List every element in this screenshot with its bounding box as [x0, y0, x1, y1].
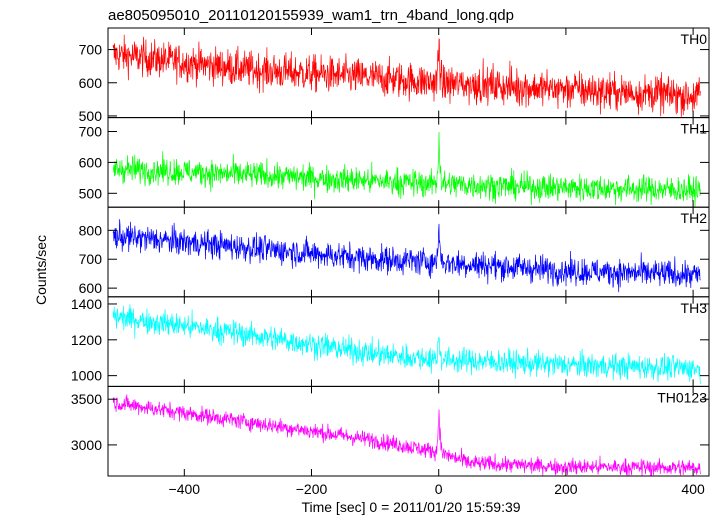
y-tick-label: 1200 [71, 332, 102, 348]
panel-label-th3: TH3 [681, 300, 708, 316]
chart-title: ae805095010_20110120155939_wam1_trn_4ban… [108, 7, 514, 24]
panel-frame-th0123 [107, 385, 710, 477]
y-axis-label: Counts/sec [33, 235, 49, 305]
y-tick-label: 600 [79, 75, 103, 91]
x-tick-label: 200 [554, 481, 578, 497]
y-tick-label: 600 [79, 280, 103, 296]
series-th1 [112, 131, 701, 208]
x-tick-label: −200 [296, 481, 328, 497]
series-th0123 [112, 394, 701, 477]
x-tick-label: 400 [681, 481, 705, 497]
panel-label-th1: TH1 [681, 121, 708, 137]
y-tick-label: 1400 [71, 296, 102, 312]
panel-label-th0123: TH0123 [657, 389, 707, 405]
panel-label-th2: TH2 [681, 210, 708, 226]
series-th0 [112, 34, 701, 117]
x-tick-label: −400 [169, 481, 201, 497]
y-tick-label: 500 [79, 185, 103, 201]
series-th2 [112, 219, 701, 293]
series-th3 [112, 304, 701, 385]
y-tick-label: 600 [79, 154, 103, 170]
x-axis-label: Time [sec] 0 = 2011/01/20 15:59:39 [301, 499, 520, 515]
y-tick-label: 3000 [71, 437, 102, 453]
y-tick-label: 700 [79, 124, 103, 140]
x-tick-label: 0 [435, 481, 443, 497]
y-tick-label: 800 [79, 222, 103, 238]
y-tick-label: 3500 [71, 391, 102, 407]
y-tick-label: 700 [79, 251, 103, 267]
y-tick-label: 500 [79, 108, 103, 124]
y-tick-label: 1000 [71, 368, 102, 384]
y-tick-label: 700 [79, 42, 103, 58]
panel-label-th0: TH0 [681, 31, 708, 47]
